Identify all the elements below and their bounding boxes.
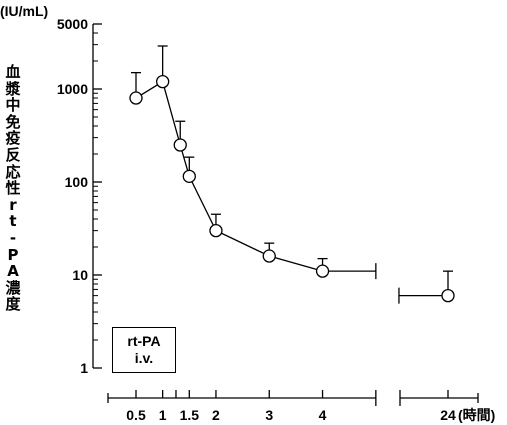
x-tick-label: 1 — [159, 407, 167, 423]
annotation-box: rt-PA i.v. — [112, 327, 176, 373]
y-axis-label-char: t — [9, 212, 17, 231]
data-point — [262, 249, 276, 263]
annotation-line-2: i.v. — [134, 350, 154, 366]
data-point — [155, 74, 170, 89]
x-axis-label: (時間) — [458, 407, 495, 423]
y-axis-label-char: A — [7, 262, 19, 281]
y-tick-label: 10 — [72, 267, 88, 283]
data-point — [315, 264, 330, 278]
x-tick-label: 4 — [319, 407, 327, 423]
y-axis-label-char: 応 — [5, 162, 21, 181]
axes: 1 10 100 1000 5000 0.5 1 1.5 2 3 4 24 (時間) — [57, 16, 495, 423]
data-point — [173, 138, 187, 152]
y-axis-label-char: 度 — [5, 295, 21, 314]
y-axis-label-char: 血 — [5, 63, 21, 81]
y-axis-label-char: 疫 — [5, 129, 21, 148]
y-unit-label: (IU/mL) — [0, 3, 48, 19]
y-axis-label-char: - — [9, 228, 17, 247]
data-point — [129, 91, 143, 105]
y-tick-label: 100 — [65, 174, 89, 190]
annotation-line-1: rt-PA — [127, 333, 161, 349]
y-tick-label: 1 — [80, 360, 88, 376]
y-axis-label-char: 漿 — [5, 79, 21, 98]
y-axis-label-char: P — [7, 245, 19, 264]
data-point — [209, 223, 223, 238]
series — [129, 45, 455, 304]
y-axis-label-char: 性 — [5, 179, 21, 198]
x-tick-label: 0.5 — [126, 407, 146, 423]
data-point — [182, 169, 196, 184]
y-axis-label-char: r — [9, 195, 17, 214]
x-tick-label: 24 — [440, 407, 456, 423]
y-axis-label-char: 免 — [5, 112, 21, 131]
y-axis-label-char: 中 — [5, 96, 21, 115]
y-tick-label: 1000 — [57, 81, 88, 97]
y-tick-label: 5000 — [57, 16, 88, 32]
x-tick-label: 3 — [265, 407, 273, 423]
y-axis-label-char: 濃 — [5, 278, 21, 297]
x-tick-label: 1.5 — [180, 407, 200, 423]
y-axis-label-char: 反 — [5, 145, 21, 164]
x-tick-label: 2 — [212, 407, 220, 423]
series-line — [135, 80, 323, 272]
data-point — [441, 288, 455, 303]
